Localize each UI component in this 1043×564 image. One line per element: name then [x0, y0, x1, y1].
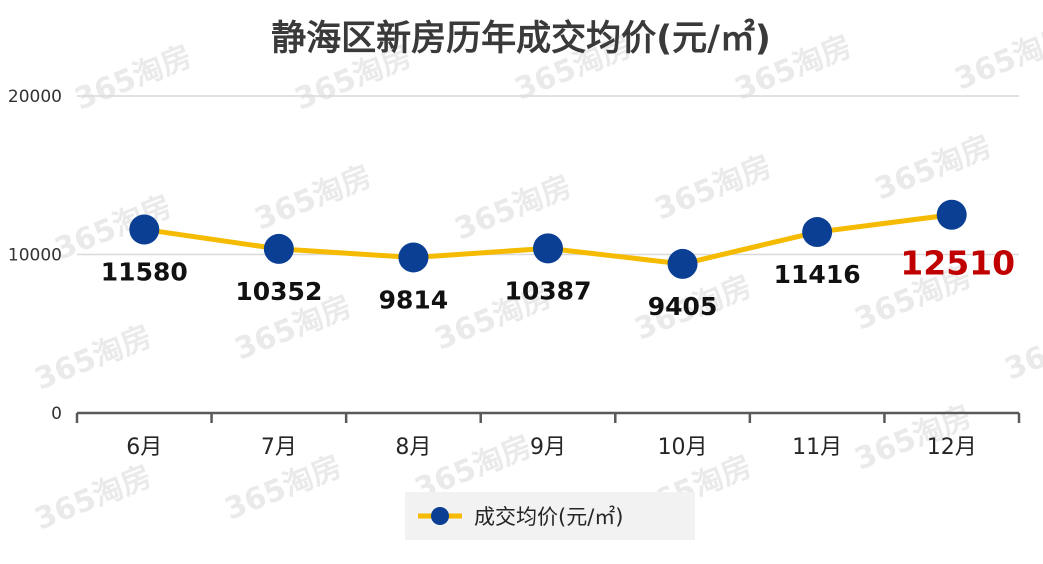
- watermark-text: 365淘房: [70, 39, 197, 117]
- legend-series-name: 成交均价(元/㎡): [474, 505, 623, 529]
- data-point: [398, 242, 429, 273]
- y-axis-ticks: 0 10000 20000: [8, 87, 62, 424]
- data-label: 10387: [505, 276, 592, 305]
- watermark-text: 365淘房: [250, 159, 377, 237]
- watermark-text: 365淘房: [950, 19, 1043, 97]
- watermark-text: 365淘房: [870, 129, 997, 207]
- data-label: 10352: [235, 277, 322, 306]
- y-tick-label: 0: [51, 404, 62, 424]
- x-tick-label: 8月: [395, 435, 431, 460]
- x-tick-label: 7月: [261, 435, 297, 460]
- data-point: [263, 233, 294, 264]
- data-point: [533, 233, 563, 264]
- watermark-text: 365淘房: [30, 319, 157, 397]
- data-label: 9814: [379, 285, 449, 314]
- data-point: [667, 248, 698, 279]
- x-tick-label: 11月: [792, 435, 842, 460]
- y-tick-label: 20000: [8, 87, 62, 107]
- x-axis: 6月 7月 8月 9月 10月 11月 12月: [75, 411, 1021, 460]
- watermark-text: 365淘房: [650, 149, 777, 227]
- credit-text: 搜狐号@天津365淘房: [808, 533, 1020, 557]
- data-label-highlight: 12510: [900, 244, 1015, 283]
- chart-title: 静海区新房历年成交均价(元/㎡): [271, 18, 771, 59]
- data-point: [802, 217, 833, 248]
- data-label: 11416: [774, 260, 861, 289]
- x-tick-label: 10月: [658, 435, 708, 460]
- legend: 成交均价(元/㎡): [405, 492, 695, 540]
- watermark-text: 365淘房: [450, 169, 577, 247]
- watermark-text: 365淘房: [1000, 309, 1043, 387]
- data-point: [129, 214, 160, 245]
- watermark-text: 365淘房: [220, 449, 347, 527]
- data-point: [936, 199, 967, 230]
- legend-marker-swatch: [431, 507, 449, 525]
- watermark-text: 365淘房: [30, 459, 157, 537]
- x-tick-label: 12月: [927, 435, 977, 460]
- series-layer: [129, 199, 967, 279]
- data-label: 9405: [648, 292, 718, 321]
- x-tick-label: 6月: [126, 435, 162, 460]
- x-tick-label: 9月: [530, 435, 566, 460]
- y-tick-label: 10000: [8, 246, 62, 266]
- data-label: 11580: [101, 257, 188, 286]
- data-labels: 11580 10352 9814 10387 9405 11416 12510: [101, 244, 1015, 321]
